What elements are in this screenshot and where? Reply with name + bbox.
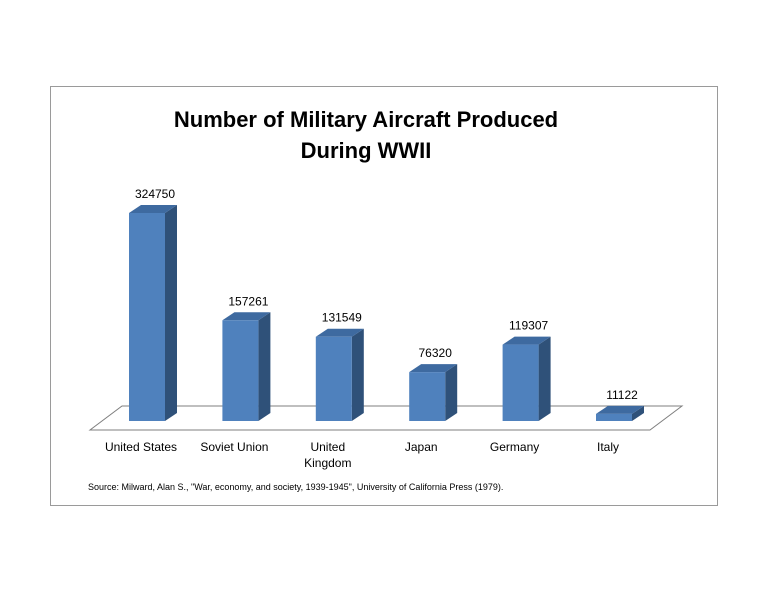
bars-group [129, 205, 644, 421]
data-labels-group: 324750 157261 131549 76320 119307 11122 [135, 187, 638, 402]
bar-germany [502, 336, 551, 421]
bar-italy [596, 405, 644, 421]
chart-title-line-2: During WWII [301, 138, 432, 163]
bar-side [445, 364, 458, 421]
bar-side [538, 336, 551, 421]
bar-side [632, 405, 644, 421]
bar-front [222, 320, 259, 421]
bar-top [596, 405, 644, 414]
bar-front [315, 336, 352, 421]
bar-top [315, 328, 364, 337]
bar-top [129, 205, 177, 213]
data-label-united-kingdom: 131549 [322, 311, 362, 325]
category-label-germany: Germany [490, 440, 539, 454]
chart-title-line-1: Number of Military Aircraft Produced [174, 107, 558, 132]
category-label-united-kingdom: United Kingdom [304, 440, 351, 470]
category-label-soviet-union: Soviet Union [200, 440, 268, 454]
bar-front [502, 344, 539, 421]
data-label-japan: 76320 [419, 346, 453, 360]
bar-front [129, 213, 165, 421]
bar-front [409, 372, 446, 421]
data-label-united-states: 324750 [135, 187, 175, 201]
bar-united-kingdom [315, 328, 364, 421]
bar-side [351, 328, 364, 421]
data-label-italy: 11122 [606, 388, 638, 402]
chart-floor [88, 405, 684, 431]
source-note: Source: Milward, Alan S., "War, economy,… [88, 482, 503, 492]
category-labels-group: United States Soviet Union United Kingdom Ja… [105, 440, 619, 470]
bar-front [596, 413, 632, 421]
bar-top [409, 364, 458, 373]
bar-soviet-union [222, 312, 271, 421]
category-label-united-states: United States [105, 440, 177, 454]
bar-japan [409, 364, 458, 421]
bar-side [258, 312, 271, 421]
bar-top [222, 312, 271, 321]
category-label-japan: Japan [405, 440, 438, 454]
bar-united-states [129, 205, 177, 421]
bar-top [502, 336, 551, 345]
data-label-soviet-union: 157261 [228, 294, 268, 308]
bar-side [165, 205, 177, 421]
category-label-italy: Italy [597, 440, 619, 454]
data-label-germany: 119307 [509, 319, 548, 333]
